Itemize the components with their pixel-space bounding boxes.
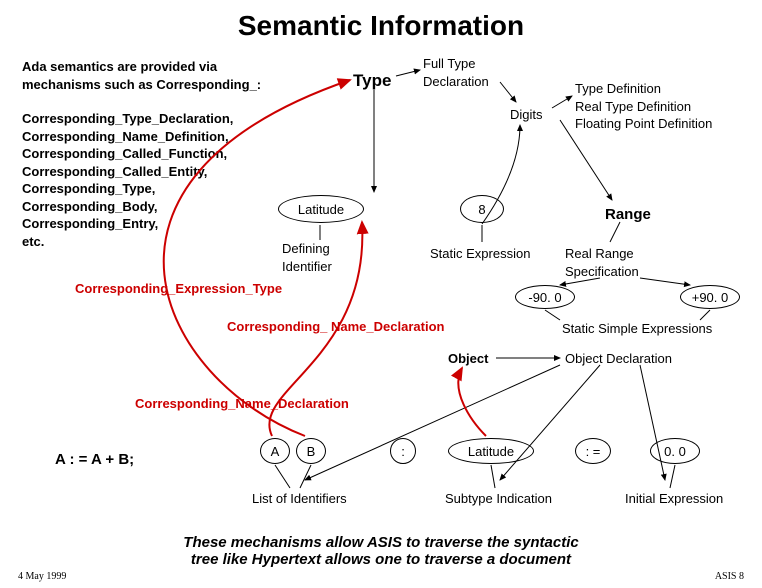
node-latitude-oval: Latitude — [278, 195, 364, 223]
node-zero-oval: 0. 0 — [650, 438, 700, 464]
footer-line2: tree like Hypertext allows one to traver… — [191, 551, 571, 568]
node-object: Object — [448, 350, 488, 368]
node-initial-expression: Initial Expression — [625, 490, 723, 508]
node-range: Range — [605, 205, 651, 225]
node-object-decl: Object Declaration — [565, 350, 672, 368]
node-eight-oval: 8 — [460, 195, 504, 223]
label-corr-name-decl-1: Corresponding_ Name_Declaration — [227, 318, 444, 336]
node-real-range-spec: Real Range Specification — [565, 245, 639, 280]
label-corr-expr-type: Corresponding_Expression_Type — [75, 280, 282, 298]
label-corr-name-decl-2: Corresponding_Name_Declaration — [135, 395, 349, 413]
footer-message: These mechanisms allow ASIS to traverse … — [0, 534, 762, 568]
node-zero-label: 0. 0 — [664, 444, 686, 459]
intro-text: Ada semantics are provided via mechanism… — [22, 58, 272, 93]
node-latitude-label: Latitude — [298, 202, 344, 217]
node-latitude2-oval: Latitude — [448, 438, 534, 464]
corresponding-list: Corresponding_Type_Declaration, Correspo… — [22, 110, 272, 250]
node-colon-label: : — [401, 444, 405, 459]
slide-title: Semantic Information — [0, 10, 762, 42]
footer-id: ASIS 8 — [715, 571, 744, 582]
node-neg90-label: -90. 0 — [528, 290, 561, 305]
footer-date: 4 May 1999 — [18, 571, 66, 582]
node-subtype-indication: Subtype Indication — [445, 490, 552, 508]
node-a-label: A — [271, 444, 280, 459]
node-eight-label: 8 — [478, 202, 485, 217]
node-colon-oval: : — [390, 438, 416, 464]
node-coloneq-label: : = — [586, 444, 601, 459]
node-pos90-oval: +90. 0 — [680, 285, 740, 309]
node-b-label: B — [307, 444, 316, 459]
node-type: Type — [353, 70, 391, 93]
node-full-type-decl: Full Type Declaration — [423, 55, 489, 90]
node-static-expression: Static Expression — [430, 245, 530, 263]
node-type-def: Type Definition Real Type Definition Flo… — [575, 80, 712, 133]
node-a-oval: A — [260, 438, 290, 464]
statement-text: A : = A + B; — [55, 450, 134, 470]
node-digits: Digits — [510, 106, 543, 124]
node-neg90-oval: -90. 0 — [515, 285, 575, 309]
node-latitude2-label: Latitude — [468, 444, 514, 459]
node-defining-identifier: Defining Identifier — [282, 240, 332, 275]
node-list-of-identifiers: List of Identifiers — [252, 490, 347, 508]
node-coloneq-oval: : = — [575, 438, 611, 464]
node-pos90-label: +90. 0 — [692, 290, 729, 305]
footer-line1: These mechanisms allow ASIS to traverse … — [183, 534, 578, 551]
node-static-simple-expr: Static Simple Expressions — [562, 320, 712, 338]
node-b-oval: B — [296, 438, 326, 464]
